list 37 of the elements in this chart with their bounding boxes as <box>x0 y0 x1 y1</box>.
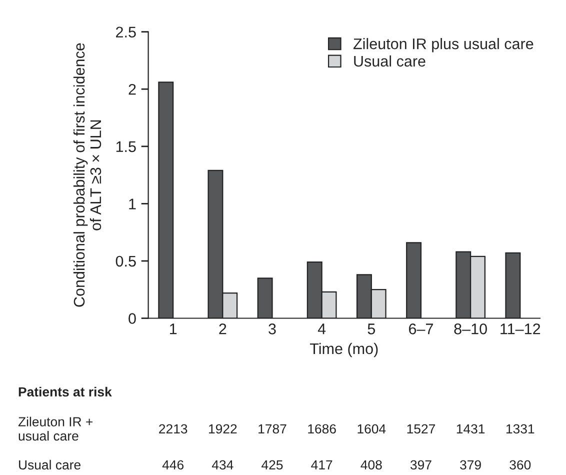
text: 1331 <box>506 424 534 434</box>
y-tick-label: 1 <box>129 198 136 210</box>
text: 1527 <box>407 424 435 434</box>
x-tick-label: 2 <box>219 324 226 334</box>
x-tick-label: 1 <box>170 324 177 334</box>
text: 1686 <box>308 424 336 434</box>
x-axis-title: Time (mo) <box>310 342 378 358</box>
text: 417 <box>311 460 332 470</box>
text: 434 <box>212 460 234 470</box>
y-tick-label: 1.5 <box>116 141 136 152</box>
x-tick-label: 11–12 <box>500 324 540 334</box>
x-tick-label: 4 <box>318 324 326 334</box>
text: 1787 <box>258 424 286 434</box>
text: Patients at risk <box>18 386 112 397</box>
x-tick-label: 8–10 <box>454 324 487 334</box>
text: 446 <box>162 460 184 470</box>
text: 2213 <box>159 424 188 434</box>
text: 1431 <box>456 424 485 434</box>
y-tick-label: 2 <box>128 84 136 95</box>
y-tick-label: 0 <box>128 313 136 324</box>
legend-label: Zileuton IR plus usual care <box>353 38 534 52</box>
text: 360 <box>510 460 531 470</box>
text: 1604 <box>358 424 386 434</box>
y-axis-title: Conditional probability of first incidence of ALT ≥3 × ULN <box>73 43 102 307</box>
text: 408 <box>360 460 382 470</box>
text: Zileuton IR + usual care <box>18 416 93 441</box>
x-tick-label: 5 <box>368 324 376 334</box>
x-tick-label: 6–7 <box>409 324 433 334</box>
x-tick-label: 3 <box>268 324 276 334</box>
y-tick-label: 0.5 <box>116 256 136 267</box>
text: 379 <box>460 460 481 470</box>
text: 425 <box>262 460 283 470</box>
y-tick-label: 2.5 <box>116 26 136 38</box>
text: 397 <box>410 460 432 470</box>
legend-label: Usual care <box>354 55 426 67</box>
text: Usual care <box>19 460 80 470</box>
text: 1922 <box>208 424 237 434</box>
